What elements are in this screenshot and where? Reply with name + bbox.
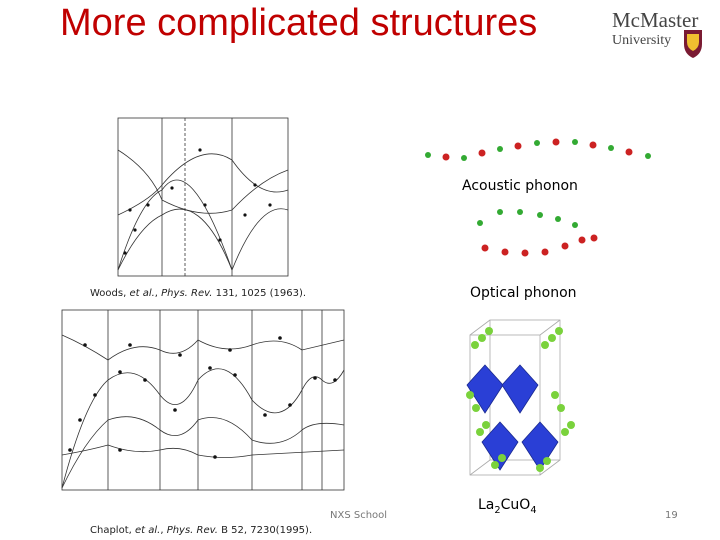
citation-part: et al. xyxy=(134,525,161,536)
acoustic-atoms xyxy=(425,138,651,161)
citation-part: , xyxy=(154,288,162,299)
citation-part: Phys. Rev. xyxy=(166,525,218,536)
logo-subtitle: University xyxy=(612,33,672,48)
page-number: 19 xyxy=(665,510,678,521)
citation: Chaplot, et al., Phys. Rev. B 52, 7230(1… xyxy=(90,525,312,536)
citation-part: et al. xyxy=(129,288,155,299)
acoustic-label: Acoustic phonon xyxy=(462,178,578,194)
dispersion-points-top xyxy=(123,148,272,255)
citation-part: Chaplot, xyxy=(90,525,135,536)
formula-part: 2 xyxy=(494,504,501,516)
optical-atoms xyxy=(477,209,598,257)
citation-part: Phys. Rev. xyxy=(161,288,213,299)
citation-part: , xyxy=(160,525,167,536)
logo-shield xyxy=(684,30,702,58)
footer-event: NXS School xyxy=(330,510,388,521)
citation-part: B 52, 7230(1995). xyxy=(217,525,313,536)
logo-name: McMaster xyxy=(612,8,699,32)
crystal-structure xyxy=(466,319,575,476)
slide-title: More complicated structures xyxy=(60,2,538,44)
formula-part: Cu xyxy=(500,497,520,513)
formula-part: 4 xyxy=(530,504,537,516)
dispersion-figure-top xyxy=(117,117,289,277)
formula-part: O xyxy=(519,497,531,513)
citation-part: 131, 1025 (1963). xyxy=(212,288,307,299)
dispersion-points-bottom xyxy=(68,336,337,459)
citation-part: Woods, xyxy=(90,288,130,299)
dispersion-figure-bottom xyxy=(61,309,345,491)
optical-label: Optical phonon xyxy=(470,285,577,301)
formula-part: La xyxy=(478,497,495,513)
citation: Woods, et al., Phys. Rev. 131, 1025 (196… xyxy=(90,288,306,299)
structure-label: La2CuO4 xyxy=(478,497,537,516)
